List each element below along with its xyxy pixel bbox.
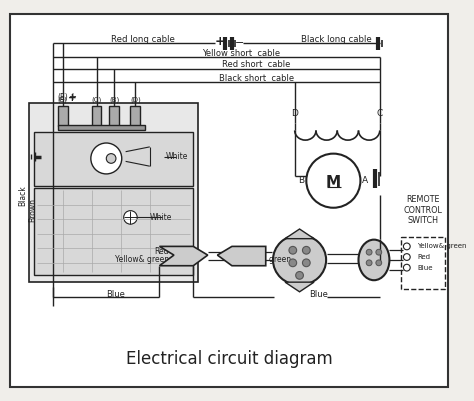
Bar [29,103,198,282]
Text: Electrical circuit diagram: Electrical circuit diagram [126,350,332,369]
Bar [401,237,446,289]
Circle shape [366,249,372,255]
Text: +: + [68,93,77,103]
Polygon shape [159,246,208,266]
Circle shape [366,260,372,266]
Text: Blue: Blue [107,290,126,299]
Text: White: White [166,152,189,161]
Bar [34,132,193,186]
Circle shape [124,211,137,224]
Text: Red: Red [155,247,169,256]
Text: +: + [68,92,76,102]
Ellipse shape [273,235,326,285]
Text: Black short  cable: Black short cable [219,74,293,83]
Text: Yellow& green: Yellow& green [418,243,467,249]
Bar [58,106,68,126]
Text: White: White [150,213,172,222]
Text: +: + [215,35,226,48]
Polygon shape [285,282,314,292]
Text: Yellow short  cable: Yellow short cable [202,49,281,58]
Text: Red long cable: Red long cable [111,35,175,44]
Circle shape [302,259,310,267]
Bar [109,106,119,126]
Circle shape [296,271,303,279]
Circle shape [289,246,297,254]
Text: Red short  cable: Red short cable [222,60,290,69]
Text: (D): (D) [130,97,141,103]
Text: A: A [362,176,368,185]
Text: C: C [377,109,383,118]
Text: (E): (E) [58,97,68,103]
Text: (B): (B) [109,97,119,103]
Text: Black: Black [18,185,27,206]
Circle shape [376,260,382,266]
Text: Blue: Blue [418,265,433,271]
Circle shape [302,246,310,254]
Circle shape [403,254,410,260]
Bar [34,188,193,275]
Text: (E): (E) [57,93,68,102]
Text: Yellow& green: Yellow& green [115,255,169,264]
Polygon shape [218,246,266,266]
Circle shape [403,243,410,250]
Text: (C): (C) [91,97,102,103]
Text: Red: Red [237,247,251,256]
Text: Yellow& green: Yellow& green [237,255,291,264]
Bar [58,125,145,130]
Text: Red: Red [418,254,430,260]
Bar [92,106,101,126]
Ellipse shape [358,240,390,280]
Circle shape [106,154,116,163]
Text: B: B [299,176,305,185]
Text: Brown: Brown [28,198,37,222]
Bar [130,106,140,126]
Text: −: − [235,38,244,49]
Circle shape [91,143,122,174]
Circle shape [289,259,297,267]
Text: Blue: Blue [310,290,328,299]
Circle shape [306,154,360,208]
Circle shape [403,264,410,271]
Text: Black long cable: Black long cable [301,35,372,44]
Text: D: D [292,109,298,118]
Circle shape [376,249,382,255]
Text: M: M [326,175,341,190]
Text: REMOTE
CONTROL
SWITCH: REMOTE CONTROL SWITCH [404,195,443,225]
Polygon shape [285,229,314,239]
